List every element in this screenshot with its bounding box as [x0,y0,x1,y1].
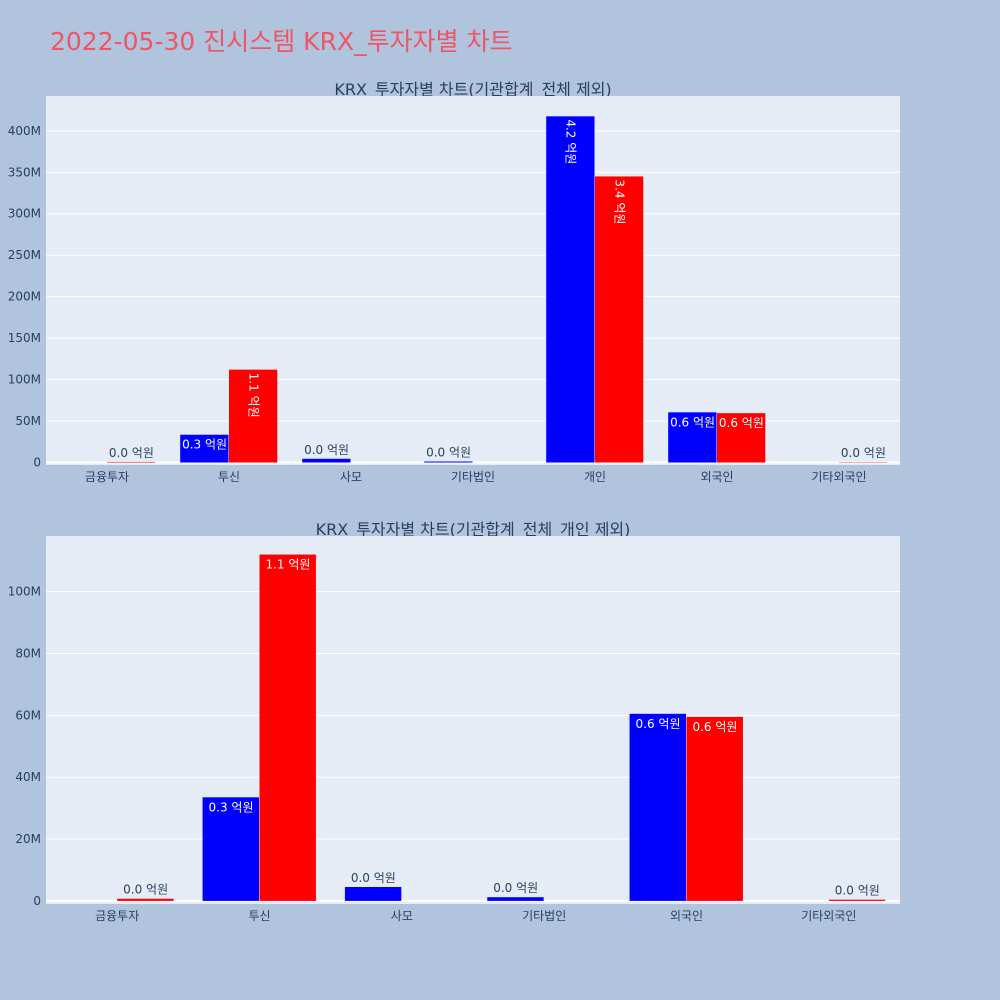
page-title: 2022-05-30 진시스템 KRX_투자자별 차트 [50,27,513,56]
bar-value-label: 0.6 억원 [719,416,764,430]
bar-value-label: 4.2 억원 [564,119,578,164]
bar-value-label: 0.6 억원 [670,415,715,429]
bar-value-label: 0.0 억원 [493,881,538,895]
bar [344,886,402,901]
bar-value-label: 0.0 억원 [426,446,471,460]
x-tick-label: 기타법인 [522,909,566,923]
bar [546,116,595,463]
bar-value-label: 0.0 억원 [123,883,168,897]
y-tick-label: 20M [15,832,41,846]
plot-area [46,536,900,904]
bar-value-label: 3.4 억원 [612,179,626,224]
bar-value-label: 0.0 억원 [351,871,396,885]
bar [229,369,278,463]
bar-value-label: 0.0 억원 [109,446,154,460]
x-tick-label: 사모 [391,909,413,923]
bar [595,176,644,463]
y-tick-label: 80M [15,647,41,661]
y-tick-label: 0 [33,456,41,470]
y-tick-label: 150M [8,331,41,345]
y-tick-label: 350M [8,165,41,179]
axis-layer: 0 20M 40M 60M 80M 100M 금융투자 투신 사모 기타법인 외국인 기타외국인 [8,585,857,923]
bar [487,897,544,901]
x-tick-label: 기타외국인 [801,909,856,923]
label-layer: 0.0 억원 0.3 억원 1.1 억원 0.0 억원 0.0 억원 4.2 억원 3.4 … [109,119,886,460]
bar-value-label: 0.6 억원 [692,720,737,734]
chart-title: KRX_투자자별 차트(기관합계_전체_개인 제외) [316,520,631,540]
y-tick-label: 100M [8,585,41,599]
bar-layer [107,116,888,463]
x-tick-label: 금융투자 [95,909,139,923]
y-tick-label: 200M [8,290,41,304]
y-tick-label: 100M [8,373,41,387]
x-tick-label: 외국인 [700,470,733,484]
plot-area [46,96,900,465]
bar-value-label: 1.1 억원 [265,558,310,572]
bar-layer [117,554,886,901]
bar [668,412,717,463]
x-tick-label: 기타법인 [451,470,495,484]
bar [259,554,316,901]
bar [202,797,259,901]
bar [180,434,229,463]
bar [107,461,156,463]
bar-value-label: 0.0 억원 [841,446,886,460]
x-tick-label: 금융투자 [85,470,129,484]
bar-value-label: 0.0 억원 [304,443,349,457]
x-tick-label: 투신 [218,470,240,484]
x-tick-label: 사모 [340,470,362,484]
x-tick-label: 투신 [248,909,270,923]
y-tick-label: 400M [8,124,41,138]
y-tick-label: 60M [15,708,41,722]
bar [117,898,174,901]
bar-value-label: 0.3 억원 [209,800,254,814]
bar-value-label: 0.0 억원 [835,884,880,898]
y-tick-label: 250M [8,248,41,262]
y-tick-label: 40M [15,770,41,784]
bar-value-label: 1.1 억원 [246,373,260,418]
x-tick-label: 기타외국인 [811,470,866,484]
chart-title: KRX_투자자별 차트(기관합계_전체 제외) [334,80,611,100]
bar [717,413,766,463]
bar [686,716,743,901]
y-tick-label: 50M [15,414,41,428]
bar-value-label: 0.6 억원 [636,717,681,731]
bar [302,458,351,463]
chart-investor-excl-individual: KRX_투자자별 차트(기관합계_전체_개인 제외) 0.0 억원 0.3 억원 1… [8,520,900,923]
x-tick-label: 개인 [584,470,606,484]
chart-investor-all: KRX_투자자별 차트(기관합계_전체 제외) 0.0 억원 0.3 억원 1.1 … [8,80,900,484]
label-layer: 0.0 억원 0.3 억원 1.1 억원 0.0 억원 0.0 억원 0.6 억원 0.6 … [123,558,880,898]
bar [629,713,686,901]
x-tick-label: 외국인 [670,909,703,923]
y-tick-label: 300M [8,207,41,221]
grid-layer [46,591,900,902]
bar [424,461,473,463]
bar [828,899,886,901]
axis-layer: 0 50M 100M 150M 200M 250M 300M 350M 400M 금융투자 투신 사모… [8,124,867,484]
y-tick-label: 0 [33,894,41,908]
bar-value-label: 0.3 억원 [182,438,227,452]
